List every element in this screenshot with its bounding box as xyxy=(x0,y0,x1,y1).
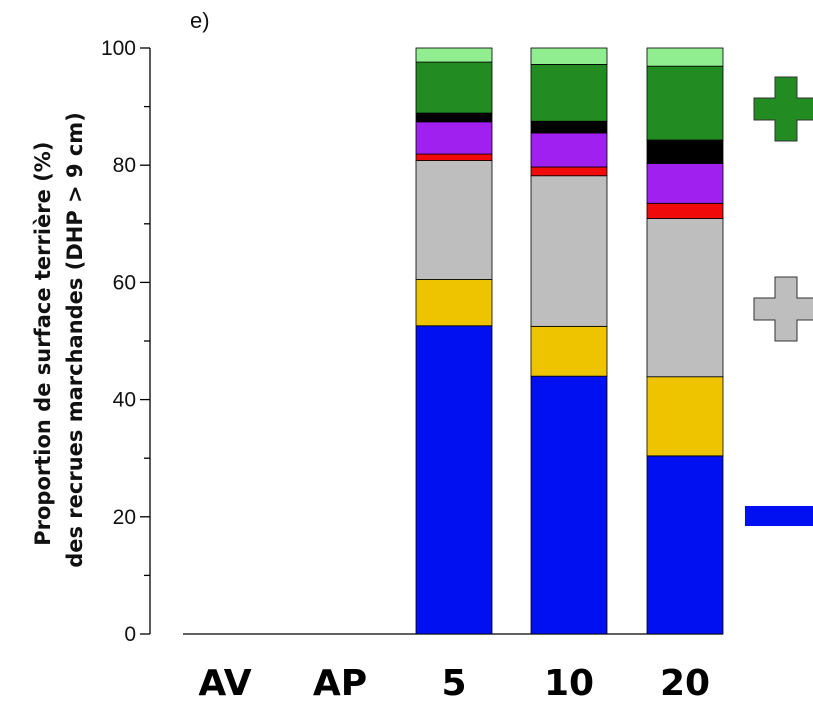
y-tick-label: 40 xyxy=(113,389,136,412)
bar-segment xyxy=(415,153,493,161)
plus-icon xyxy=(753,276,813,342)
x-tick-label: 10 xyxy=(544,663,594,701)
stacked-bars xyxy=(415,47,724,635)
bar-segment xyxy=(646,218,724,378)
plus-icon xyxy=(753,76,813,142)
bar-segment xyxy=(646,139,724,164)
bar-segment xyxy=(415,279,493,327)
y-axis-label-line-2: des recrues marchandes (DHP > 9 cm) xyxy=(63,112,87,568)
bar-segment xyxy=(646,47,724,67)
y-axis-label: Proportion de surface terrière (%) des r… xyxy=(31,112,87,568)
bar-segment xyxy=(415,47,493,63)
bar-segment xyxy=(646,65,724,141)
bar-segment xyxy=(646,202,724,219)
y-tick-label: 20 xyxy=(113,506,136,529)
bar-segment xyxy=(415,325,493,635)
x-tick-label: 5 xyxy=(441,663,466,701)
y-tick-label: 100 xyxy=(101,37,136,60)
panel-label: e) xyxy=(190,8,210,33)
y-tick-label: 0 xyxy=(124,623,136,646)
bar-segment xyxy=(646,163,724,204)
x-axis: AV AP 5 10 20 xyxy=(183,633,723,701)
legend-symbols xyxy=(745,76,813,526)
bar-segment xyxy=(530,375,608,635)
bar-segment xyxy=(415,160,493,280)
bar-segment xyxy=(646,455,724,635)
y-axis-label-line-1: Proportion de surface terrière (%) xyxy=(31,142,55,546)
x-tick-label: AV xyxy=(198,663,251,701)
y-tick-label: 80 xyxy=(113,154,136,177)
x-tick-label: AP xyxy=(313,663,367,701)
bar-segment xyxy=(415,61,493,114)
y-tick-label: 60 xyxy=(113,271,136,294)
bar-segment xyxy=(415,121,493,155)
bar-segment xyxy=(415,112,493,123)
bar-segment xyxy=(530,175,608,327)
bar-segment xyxy=(530,64,608,122)
bar-segment xyxy=(530,325,608,377)
bar-segment xyxy=(646,376,724,457)
x-tick-label: 20 xyxy=(660,663,710,701)
bar-segment xyxy=(530,132,608,168)
y-axis: 0 20 40 60 80 100 xyxy=(101,37,151,646)
minus-icon xyxy=(745,506,813,526)
bar-segment xyxy=(530,166,608,177)
bar-segment xyxy=(530,120,608,134)
bar-segment xyxy=(530,47,608,65)
